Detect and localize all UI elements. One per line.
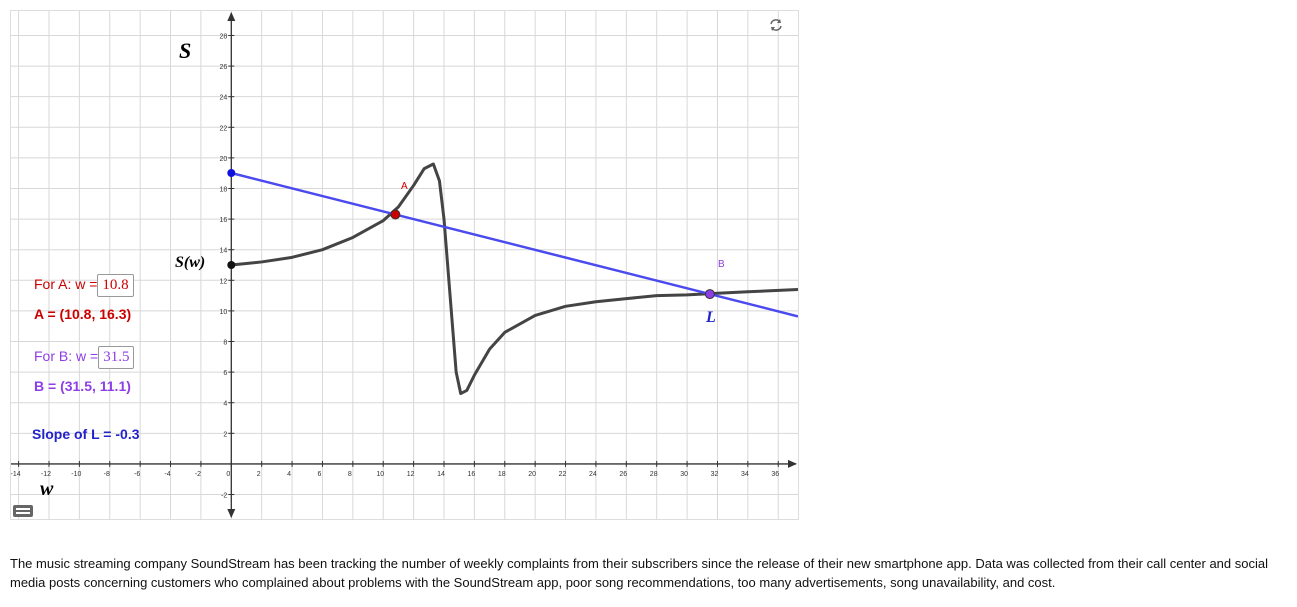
x-tick-label: -4 xyxy=(164,471,170,478)
line-label: L xyxy=(706,309,716,326)
y-tick-label: 20 xyxy=(220,156,228,163)
input-row: For A: w = 10.8 xyxy=(34,274,134,297)
curve xyxy=(231,162,798,396)
x-tick-label: 22 xyxy=(559,471,567,478)
y-tick-label: 6 xyxy=(223,370,227,377)
y-tick-label: 16 xyxy=(220,217,228,224)
x-tick-label: 0 xyxy=(226,471,230,478)
y-tick-label: 24 xyxy=(220,95,228,102)
x-tick-label: 20 xyxy=(528,471,536,478)
result-text: A = (10.8, 16.3) xyxy=(34,306,132,322)
point xyxy=(390,209,401,220)
x-tick-label: 26 xyxy=(619,471,627,478)
x-tick-label: -2 xyxy=(195,471,201,478)
x-tick-label: 24 xyxy=(589,471,597,478)
input-row: For B: w = 31.5 xyxy=(34,346,135,369)
point-label: B xyxy=(718,259,725,270)
input-prompt: For A: w = xyxy=(34,276,98,293)
intercept-point xyxy=(227,168,236,177)
y-tick-label: 26 xyxy=(220,64,228,71)
x-tick-label: 36 xyxy=(771,471,779,478)
curve-label: S(w) xyxy=(175,254,206,271)
y-tick-label: 28 xyxy=(220,33,228,40)
x-tick-label: -8 xyxy=(104,471,110,478)
point xyxy=(704,289,715,300)
x-axis-label: w xyxy=(40,478,54,500)
x-tick-label: 8 xyxy=(348,471,352,478)
x-tick-label: 2 xyxy=(257,471,261,478)
x-tick-label: 28 xyxy=(650,471,658,478)
y-tick-label: 22 xyxy=(220,125,228,132)
y-tick-label: 4 xyxy=(223,401,227,408)
y-tick-label: 18 xyxy=(220,186,228,193)
y-tick-label: 14 xyxy=(220,248,228,255)
input-box[interactable]: 10.8 xyxy=(97,274,134,297)
reset-icon[interactable] xyxy=(770,19,782,31)
point-label: A xyxy=(401,181,408,192)
y-axis-label: S xyxy=(179,38,192,63)
y-tick-label: 10 xyxy=(220,309,228,316)
description: The music streaming company SoundStream … xyxy=(10,556,1268,590)
x-tick-label: 30 xyxy=(680,471,688,478)
x-tick-label: -14 xyxy=(11,471,21,478)
y-tick-label: -2 xyxy=(221,493,227,500)
keyboard-icon[interactable] xyxy=(13,505,33,517)
x-tick-label: 18 xyxy=(498,471,506,478)
x-tick-label: -6 xyxy=(134,471,140,478)
graph-view[interactable]: -14 -12 -10 -8 -6 -4 -2 0 2 4 6 8 10 12 14 16 18 20 22 24 26… xyxy=(10,10,799,520)
y-tick-label: 12 xyxy=(220,278,228,285)
x-tick-label: 14 xyxy=(437,471,445,478)
x-tick-label: 4 xyxy=(287,471,291,478)
input-box[interactable]: 31.5 xyxy=(98,346,135,369)
x-tick-label: 16 xyxy=(467,471,475,478)
x-tick-label: 12 xyxy=(407,471,415,478)
x-tick-label: 32 xyxy=(711,471,719,478)
x-tick-label: -10 xyxy=(71,471,81,478)
x-tick-label: 34 xyxy=(741,471,749,478)
input-prompt: For B: w = xyxy=(34,348,99,365)
line-l xyxy=(230,171,798,318)
x-tick-label: 6 xyxy=(318,471,322,478)
curve-start xyxy=(227,261,236,269)
slope-text: Slope of L = -0.3 xyxy=(32,426,140,442)
x-tick-label: -12 xyxy=(41,471,51,478)
x-arrow xyxy=(788,459,797,468)
x-tick-label: 10 xyxy=(376,471,384,478)
y-tick-label: 2 xyxy=(223,431,227,438)
y-tick-label: 8 xyxy=(223,340,227,347)
result-text: B = (31.5, 11.1) xyxy=(34,378,131,394)
